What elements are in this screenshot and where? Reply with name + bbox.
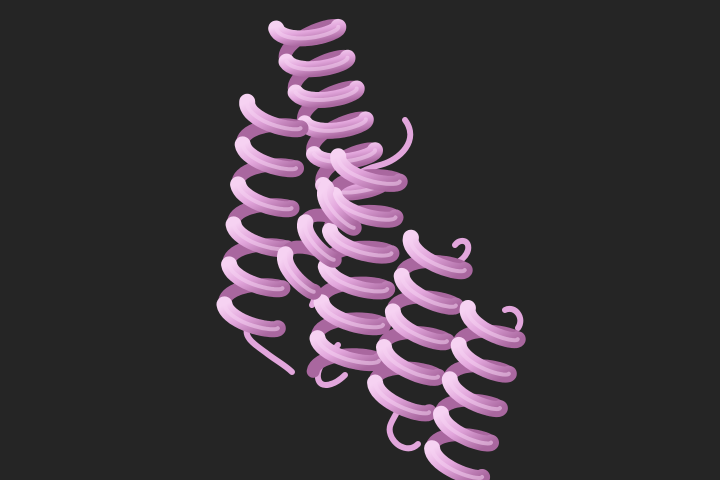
helix-ribbon-highlight	[430, 446, 485, 480]
helix-ribbon-highlight	[399, 273, 458, 309]
helix-ribbon-highlight	[319, 300, 385, 330]
helix-ribbon-highlight	[222, 302, 280, 332]
helix-ribbon-highlight	[284, 55, 350, 72]
helix-group	[216, 18, 526, 480]
helix-ribbon-highlight	[382, 345, 440, 380]
coil-loop-2	[243, 322, 295, 375]
helix-ribbon-highlight	[245, 99, 303, 132]
helix-ribbon-highlight	[293, 86, 359, 103]
helix-ribbon-highlight	[302, 117, 368, 133]
helix-ribbon-highlight	[456, 342, 511, 377]
alpha-helix-2	[216, 93, 309, 338]
helix-ribbon-highlight	[390, 309, 449, 345]
helix-ribbon-highlight	[315, 336, 381, 366]
helix-ribbon-highlight	[236, 182, 294, 212]
helix-ribbon-highlight	[274, 24, 341, 41]
helix-ribbon-highlight	[303, 220, 336, 262]
helix-ribbon-highlight	[227, 262, 285, 292]
helix-ribbon-highlight	[328, 228, 394, 258]
alpha-helix-4	[367, 229, 473, 422]
helix-ribbon-highlight	[283, 252, 316, 294]
helix-ribbon-highlight	[465, 306, 520, 343]
helix-ribbon-highlight	[323, 264, 390, 294]
helix-ribbon-highlight	[240, 142, 298, 172]
coil-loop-4	[386, 402, 421, 452]
helix-ribbon-highlight	[408, 235, 467, 274]
helix-ribbon-highlight	[439, 411, 493, 446]
helix-ribbon-highlight	[373, 380, 432, 416]
alpha-helix-6	[277, 180, 362, 300]
helix-ribbon-highlight	[447, 377, 502, 412]
alpha-helix-5	[424, 300, 526, 480]
coil-loop-6	[502, 305, 524, 331]
helix-ribbon-highlight	[336, 154, 402, 186]
helix-ribbon-highlight	[332, 192, 398, 222]
helix-ribbon-highlight	[312, 148, 377, 164]
helix-ribbon-highlight	[323, 186, 356, 230]
